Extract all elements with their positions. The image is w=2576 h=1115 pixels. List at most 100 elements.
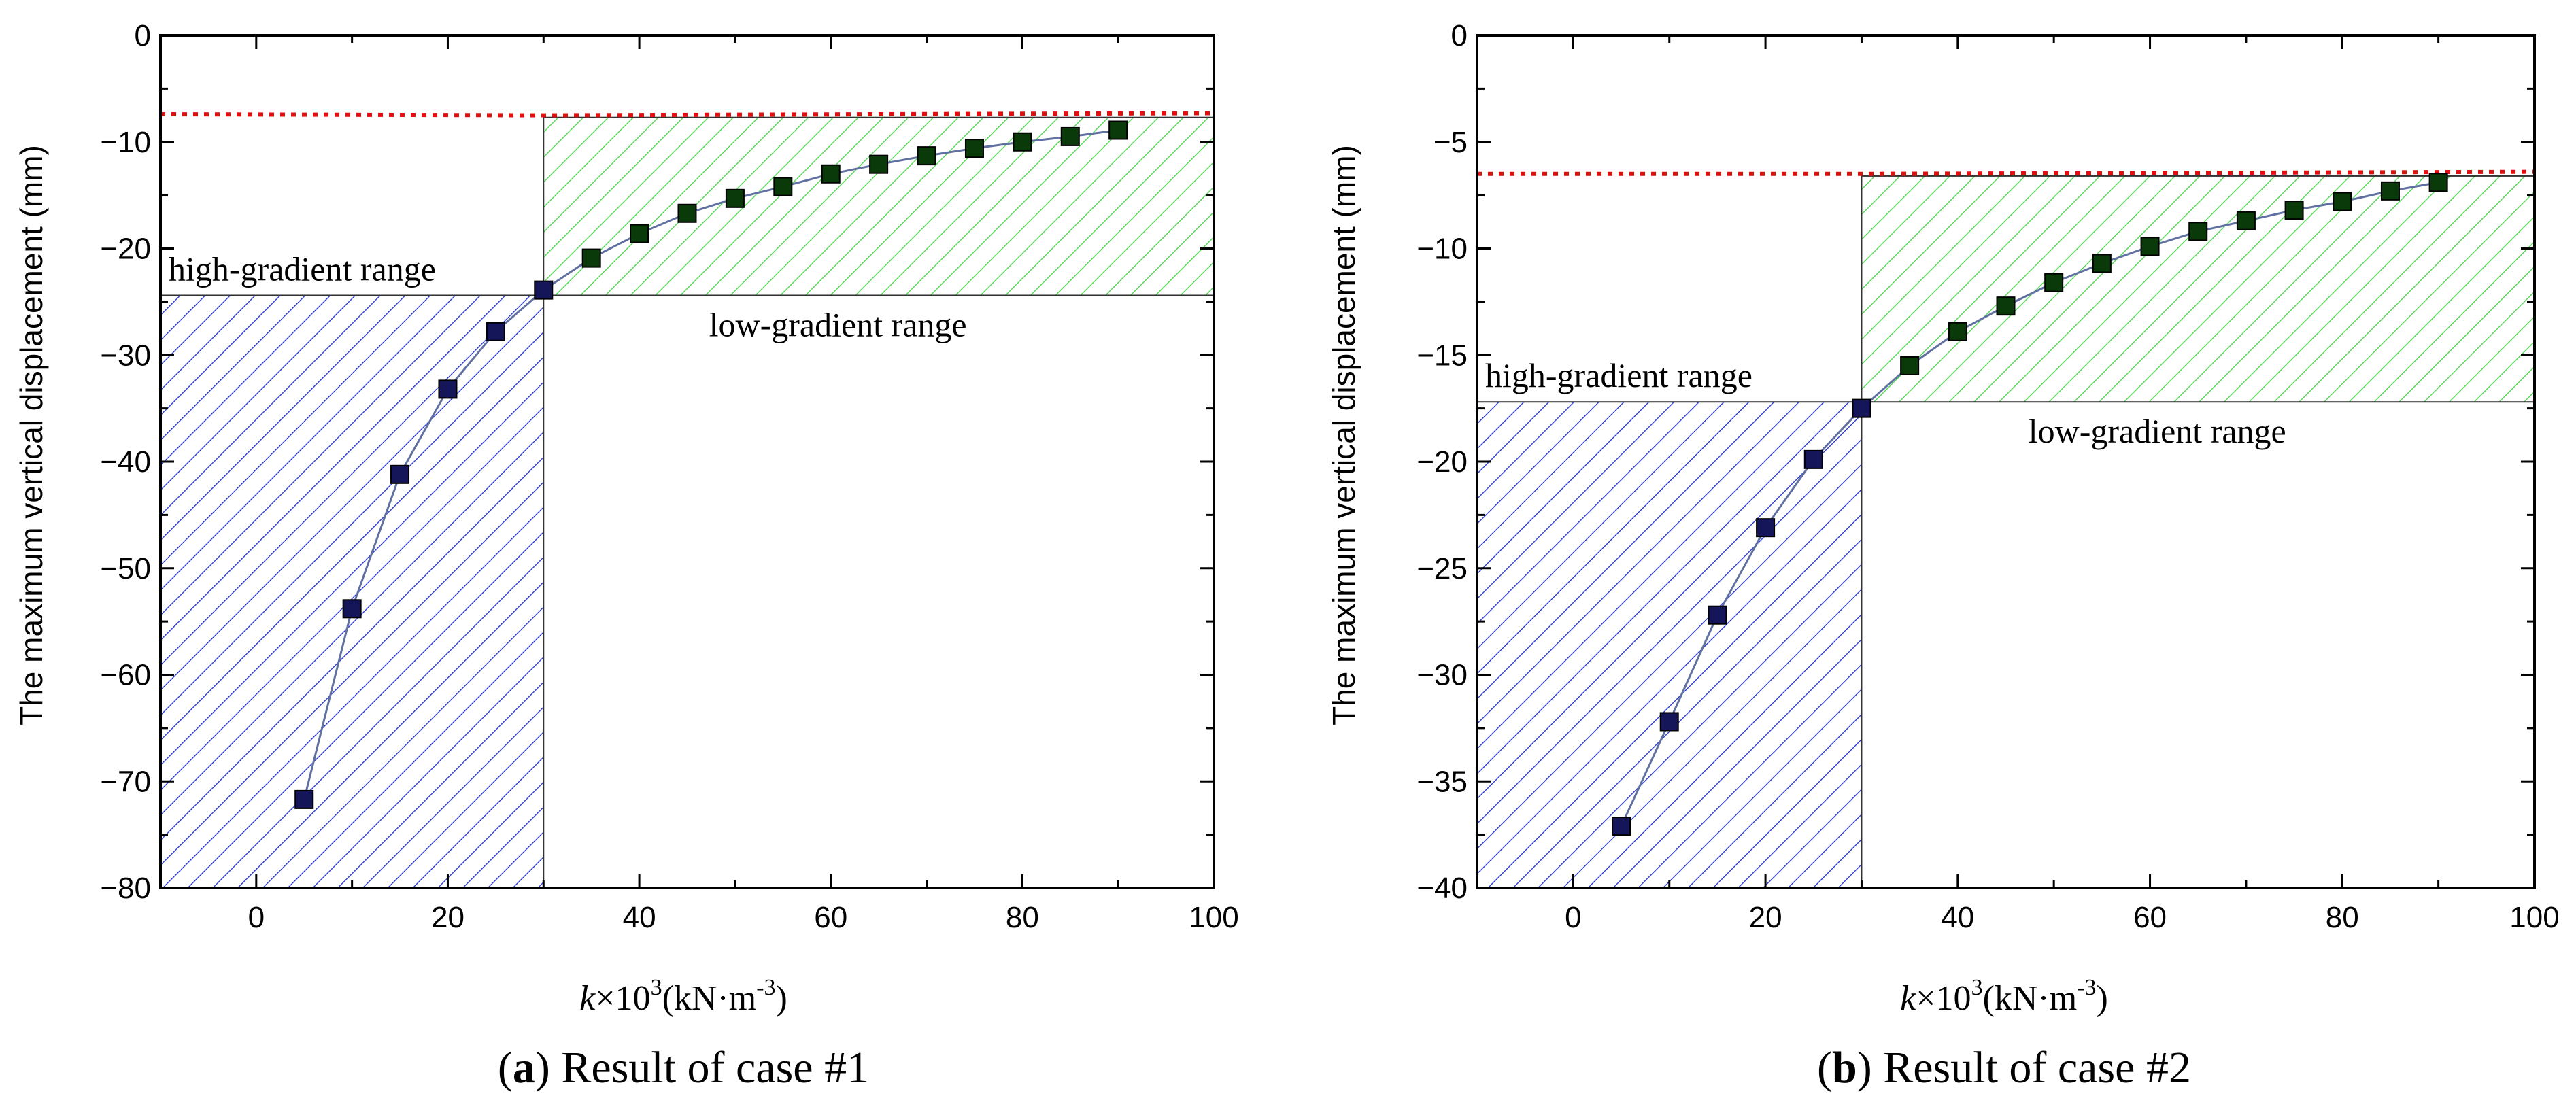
data-point (342, 599, 362, 619)
y-tick-label: −60 (100, 659, 151, 692)
y-ticks: −40 −35 −30 −25 −20 −15 −10 −5 0 (1417, 19, 2535, 905)
high-gradient-label: high-gradient range (1485, 356, 1752, 394)
data-point (1659, 712, 1679, 732)
data-point (1948, 322, 1967, 341)
region-layer (160, 116, 1215, 889)
data-point (1996, 296, 2016, 316)
x-ticks: 0 20 40 60 80 100 (159, 35, 1239, 934)
y-tick-label: −5 (1434, 126, 1468, 159)
x-axis-label-exp: 3 (651, 975, 662, 1000)
x-axis-label-unit-exp: -3 (2077, 975, 2096, 1000)
x-axis-label-unit-exp: -3 (756, 975, 775, 1000)
panel-caption: (a) Result of case #1 (498, 1043, 869, 1093)
data-point (1756, 518, 1776, 538)
data-point (2092, 254, 2112, 273)
x-tick-label: 20 (1749, 901, 1782, 934)
x-axis-label-close: ) (2097, 979, 2108, 1018)
x-axis-label: k×103(kN·m-3) (579, 975, 787, 1018)
y-axis-label: The maximum vertical displacement (mm) (14, 145, 49, 725)
data-point (2140, 237, 2160, 256)
series-layer (294, 120, 1128, 809)
high-gradient-label: high-gradient range (169, 250, 436, 288)
data-point (1852, 398, 1871, 418)
reference-line-layer (160, 111, 1215, 118)
data-point (1612, 817, 1631, 836)
data-point (438, 379, 458, 399)
y-tick-label: −50 (100, 552, 151, 585)
data-point (1108, 120, 1128, 140)
caption-open-paren: ( (498, 1043, 513, 1093)
caption-close-paren: ) (1857, 1043, 1883, 1093)
x-axis-label-times: ×10 (1916, 979, 1971, 1018)
low-gradient-label: low-gradient range (709, 305, 967, 343)
data-point (1013, 132, 1032, 152)
data-point (2333, 192, 2352, 211)
high-gradient-region (160, 294, 545, 889)
x-tick-label: 60 (2133, 901, 2167, 934)
reference-dotted-line (1477, 169, 2535, 176)
data-point (2284, 201, 2304, 220)
y-tick-label: −10 (100, 126, 151, 159)
x-axis-label-close: ) (776, 979, 787, 1018)
caption-open-paren: ( (1817, 1043, 1832, 1093)
x-tick-label: 40 (1941, 901, 1974, 934)
y-tick-label: −20 (1417, 445, 1468, 479)
x-tick-label: 80 (1006, 901, 1039, 934)
y-tick-label: −35 (1417, 765, 1468, 798)
caption-close-paren: ) (535, 1043, 561, 1093)
x-axis-label: k×103(kN·m-3) (1900, 975, 2108, 1018)
data-point (2044, 273, 2064, 292)
x-tick-label: 100 (1189, 901, 1238, 934)
region-labels: high-gradient range low-gradient range (169, 250, 967, 343)
x-axis-label-var: k (579, 979, 596, 1018)
y-tick-label: 0 (135, 19, 151, 52)
y-tick-label: 0 (1451, 19, 1468, 52)
data-point (773, 177, 793, 196)
data-point (2188, 222, 2208, 241)
data-point (534, 280, 554, 300)
x-axis-label-exp: 3 (1971, 975, 1983, 1000)
y-tick-label: −40 (100, 445, 151, 479)
data-point (1900, 356, 1920, 375)
y-tick-label: −70 (100, 765, 151, 798)
region-labels: high-gradient range low-gradient range (1485, 356, 2286, 450)
data-point (2236, 211, 2256, 230)
low-gradient-region (1861, 175, 2536, 403)
reference-dotted-line (160, 111, 1215, 118)
y-tick-label: −80 (100, 872, 151, 905)
data-point (2380, 181, 2400, 201)
x-ticks: 0 20 40 60 80 100 (1476, 35, 2560, 934)
data-point (294, 789, 314, 809)
panel-letter: b (1832, 1043, 1857, 1093)
data-point (821, 164, 841, 184)
x-tick-label: 0 (248, 901, 265, 934)
y-tick-label: −40 (1417, 872, 1468, 905)
x-axis-label-unit: (kN·m (662, 979, 757, 1018)
series-layer (1612, 173, 2448, 836)
y-axis-label: The maximum vertical displacement (mm) (1326, 145, 1361, 725)
panel-letter: a (513, 1043, 535, 1093)
y-tick-label: −10 (1417, 233, 1468, 266)
x-tick-label: 60 (814, 901, 847, 934)
x-tick-label: 100 (2509, 901, 2559, 934)
x-tick-label: 80 (2326, 901, 2359, 934)
panel-caption: (b) Result of case #2 (1817, 1043, 2191, 1093)
data-point (1708, 605, 1727, 625)
data-point (581, 248, 601, 268)
data-point (917, 146, 936, 166)
y-tick-label: −25 (1417, 552, 1468, 585)
data-point (725, 188, 745, 208)
data-point (2428, 173, 2448, 192)
caption-text: Result of case #1 (561, 1043, 869, 1093)
x-tick-label: 40 (623, 901, 656, 934)
reference-line-layer (1477, 169, 2535, 176)
x-tick-label: 0 (1565, 901, 1581, 934)
region-layer (1476, 175, 2536, 889)
y-tick-label: −30 (1417, 659, 1468, 692)
data-point (1803, 449, 1823, 469)
data-point (1060, 126, 1080, 146)
chart-panel-a: 0 20 40 60 80 100 −80 −70 −60 −50 −40 −30 −20 −10 0 h… (14, 19, 1239, 1093)
caption-text: Result of case #2 (1883, 1043, 2191, 1093)
y-tick-label: −20 (100, 233, 151, 266)
